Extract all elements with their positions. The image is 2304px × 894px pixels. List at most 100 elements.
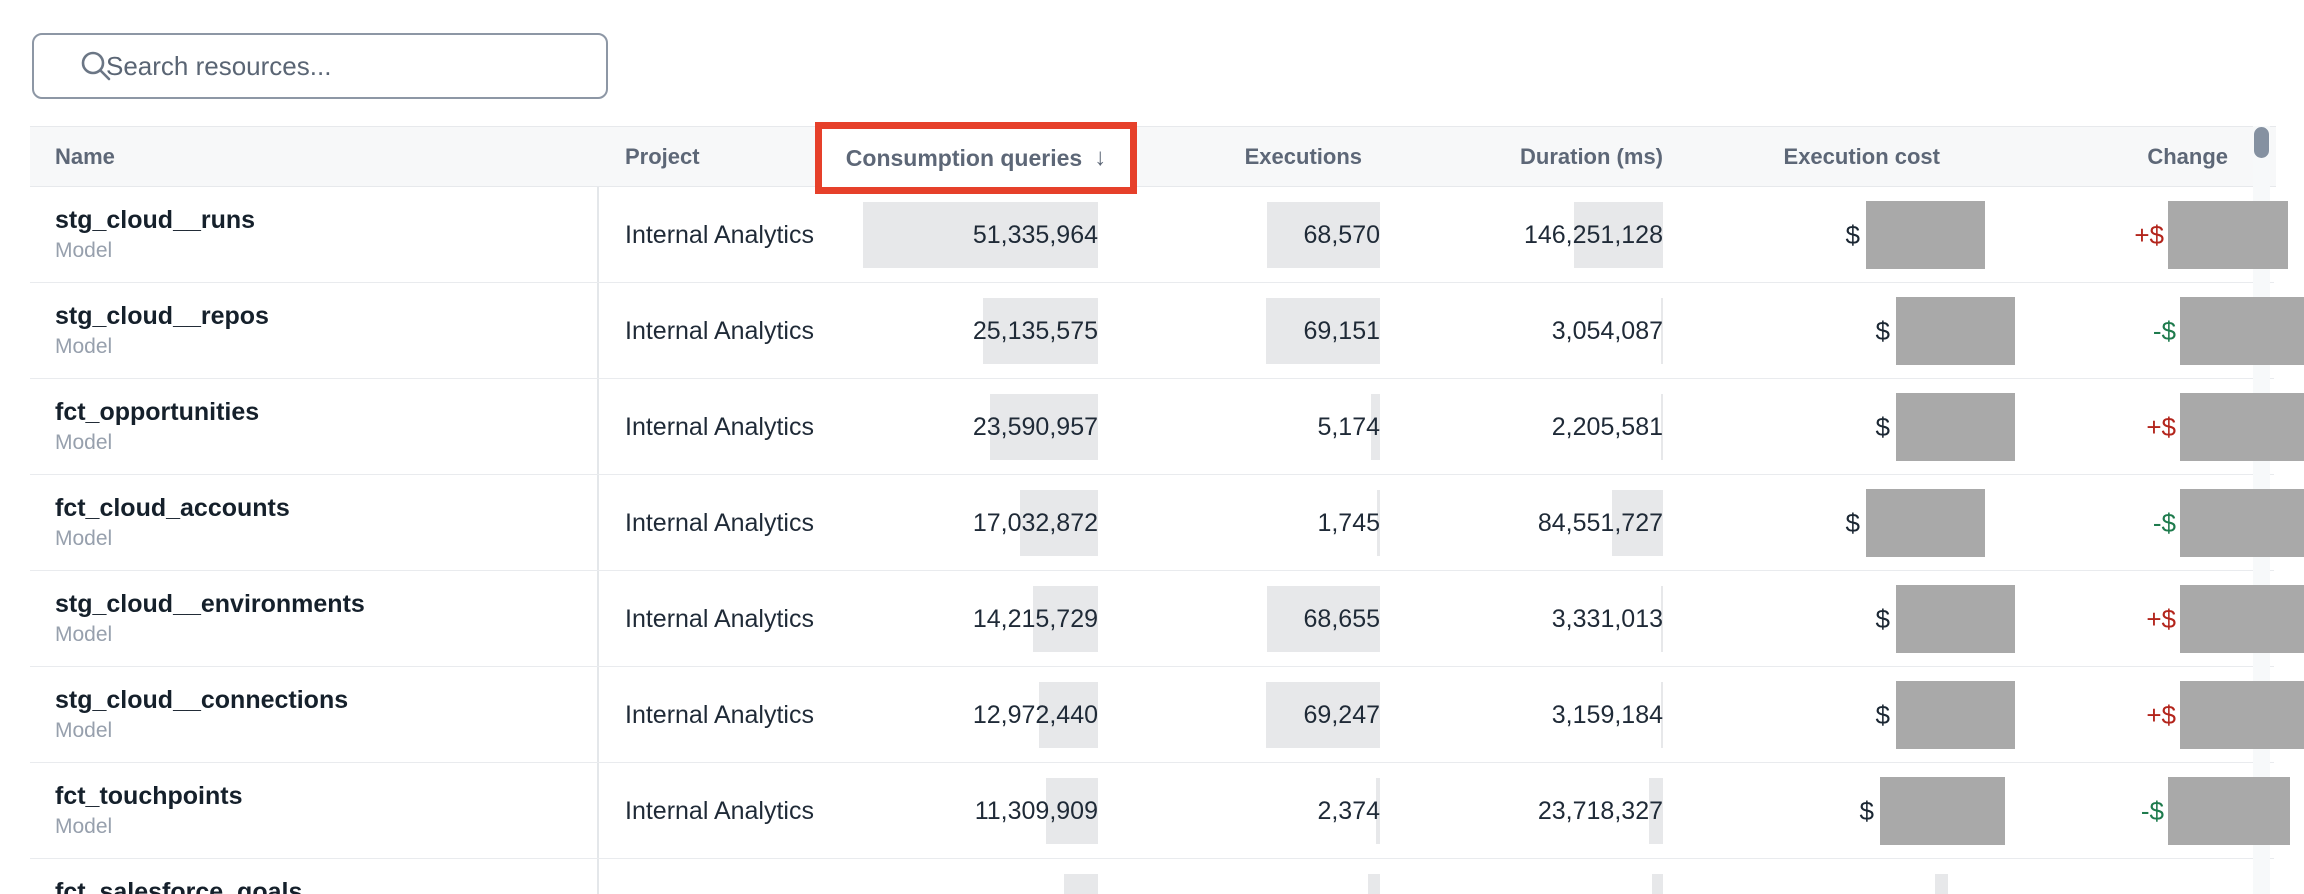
executions-cell: 69,151 bbox=[1266, 283, 1380, 379]
duration-cell: 3,159,184 bbox=[1552, 667, 1663, 763]
name-cell: stg_cloud__environments Model bbox=[55, 571, 575, 667]
row-divider bbox=[30, 282, 2274, 283]
duration-cell: 3,054,087 bbox=[1552, 283, 1663, 379]
executions-value: 69,151 bbox=[1303, 316, 1380, 345]
row-divider bbox=[30, 378, 2274, 379]
name-cell: stg_cloud__connections Model bbox=[55, 667, 575, 763]
name-cell: fct_salesforce_goals Model bbox=[55, 859, 575, 894]
change-sign: +$ bbox=[2146, 603, 2176, 634]
consumption-queries-value: 25,135,575 bbox=[972, 316, 1098, 345]
change-redaction-box bbox=[2180, 585, 2304, 653]
name-cell: fct_opportunities Model bbox=[55, 379, 575, 475]
row-divider bbox=[30, 570, 2274, 571]
row-divider bbox=[30, 474, 2274, 475]
name-cell: stg_cloud__runs Model bbox=[55, 187, 575, 283]
cost-currency-sign: $ bbox=[1859, 795, 1874, 826]
table-row[interactable]: fct_opportunities Model Internal Analyti… bbox=[0, 379, 2304, 475]
value-bar bbox=[1267, 202, 1380, 268]
value-bar bbox=[1039, 682, 1098, 748]
search-box bbox=[32, 33, 608, 99]
consumption-queries-cell: 51,335,964 bbox=[863, 187, 1098, 283]
table-row[interactable]: stg_cloud__runs Model Internal Analytics… bbox=[0, 187, 2304, 283]
value-bar bbox=[1377, 490, 1380, 556]
project-cell: Internal Analytics bbox=[625, 508, 814, 537]
value-bar bbox=[1652, 874, 1663, 894]
column-header-change[interactable]: Change bbox=[2147, 144, 2228, 169]
scrollbar-thumb[interactable] bbox=[2254, 127, 2269, 158]
change-redaction-box bbox=[2180, 489, 2304, 557]
column-header-consumption-queries[interactable]: Consumption queries bbox=[845, 144, 1083, 171]
change-redaction-box bbox=[2168, 777, 2290, 845]
consumption-queries-cell: 14,215,729 bbox=[973, 571, 1098, 667]
table-row[interactable]: fct_touchpoints Model Internal Analytics… bbox=[0, 763, 2304, 859]
cost-currency-sign: $ bbox=[1875, 699, 1890, 730]
column-header-name[interactable]: Name bbox=[55, 144, 115, 169]
executions-value: 5,174 bbox=[1317, 412, 1380, 441]
change-redaction-box bbox=[2168, 201, 2288, 269]
duration-value: 23,718,327 bbox=[1537, 796, 1663, 825]
cost-currency-sign: $ bbox=[1845, 219, 1860, 250]
search-input[interactable] bbox=[32, 33, 608, 99]
resource-type: Model bbox=[55, 623, 113, 646]
duration-value: 3,159,184 bbox=[1551, 700, 1663, 729]
value-bar bbox=[1661, 298, 1663, 364]
cost-currency-sign: $ bbox=[1875, 603, 1890, 634]
resource-type: Model bbox=[55, 239, 113, 262]
change-sign: +$ bbox=[2146, 699, 2176, 730]
project-cell: Internal Analytics bbox=[625, 316, 814, 345]
change-redaction-box bbox=[2180, 681, 2304, 749]
executions-cell: 68,570 bbox=[1267, 187, 1380, 283]
duration-cell: 3,331,013 bbox=[1552, 571, 1663, 667]
annotation-highlight-box: Consumption queries ↓ bbox=[815, 122, 1137, 194]
cost-redaction-box bbox=[1896, 393, 2015, 461]
column-header-duration[interactable]: Duration (ms) bbox=[1520, 144, 1663, 169]
value-bar bbox=[1020, 490, 1098, 556]
table-row[interactable]: fct_cloud_accounts Model Internal Analyt… bbox=[0, 475, 2304, 571]
value-bar bbox=[1064, 874, 1098, 894]
table-row[interactable]: fct_salesforce_goals Model bbox=[0, 859, 2304, 894]
resource-type: Model bbox=[55, 335, 113, 358]
project-cell: Internal Analytics bbox=[625, 220, 814, 249]
consumption-queries-cell: 17,032,872 bbox=[973, 475, 1098, 571]
value-bar bbox=[1046, 778, 1098, 844]
project-cell: Internal Analytics bbox=[625, 700, 814, 729]
value-bar bbox=[990, 394, 1098, 460]
column-header-execution-cost[interactable]: Execution cost bbox=[1783, 144, 1940, 169]
duration-cell: 2,205,581 bbox=[1552, 379, 1663, 475]
change-sign: -$ bbox=[2140, 795, 2164, 826]
column-header-project[interactable]: Project bbox=[625, 144, 700, 169]
value-bar bbox=[1266, 682, 1380, 748]
cost-currency-sign: $ bbox=[1875, 315, 1890, 346]
executions-value: 68,570 bbox=[1303, 220, 1380, 249]
column-divider bbox=[597, 126, 599, 894]
duration-cell: 23,718,327 bbox=[1538, 763, 1663, 859]
value-bar bbox=[1649, 778, 1663, 844]
table-row[interactable]: stg_cloud__environments Model Internal A… bbox=[0, 571, 2304, 667]
consumption-queries-cell: 12,972,440 bbox=[973, 667, 1098, 763]
table-row[interactable]: stg_cloud__repos Model Internal Analytic… bbox=[0, 283, 2304, 379]
executions-cell: 69,247 bbox=[1266, 667, 1380, 763]
project-cell: Internal Analytics bbox=[625, 604, 814, 633]
executions-cell: 1,745 bbox=[1317, 475, 1380, 571]
value-bar bbox=[1267, 586, 1380, 652]
cost-currency-sign: $ bbox=[1845, 507, 1860, 538]
resource-name: stg_cloud__environments bbox=[55, 590, 365, 618]
value-bar bbox=[1368, 874, 1380, 894]
row-divider bbox=[30, 666, 2274, 667]
column-header-executions[interactable]: Executions bbox=[1244, 144, 1362, 169]
cost-redaction-box bbox=[1880, 777, 2005, 845]
sort-descending-icon: ↓ bbox=[1094, 144, 1107, 171]
cost-redaction-box bbox=[1896, 681, 2015, 749]
value-bar bbox=[1661, 394, 1663, 460]
resource-name: fct_salesforce_goals bbox=[55, 878, 303, 894]
executions-value: 68,655 bbox=[1303, 604, 1380, 633]
value-bar bbox=[1661, 682, 1663, 748]
project-cell: Internal Analytics bbox=[625, 796, 814, 825]
executions-value: 1,745 bbox=[1317, 508, 1380, 537]
value-bar bbox=[983, 298, 1098, 364]
name-cell: fct_touchpoints Model bbox=[55, 763, 575, 859]
consumption-queries-value: 51,335,964 bbox=[972, 220, 1098, 249]
table-row[interactable]: stg_cloud__connections Model Internal An… bbox=[0, 667, 2304, 763]
executions-value: 2,374 bbox=[1317, 796, 1380, 825]
